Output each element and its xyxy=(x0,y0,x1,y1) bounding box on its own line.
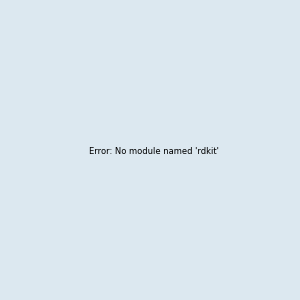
Text: Error: No module named 'rdkit': Error: No module named 'rdkit' xyxy=(89,147,219,156)
